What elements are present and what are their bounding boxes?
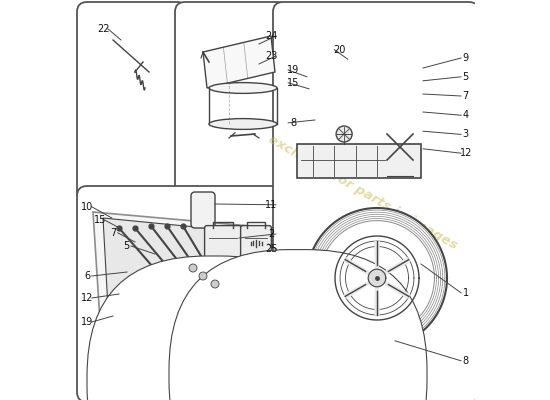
- Circle shape: [189, 264, 197, 272]
- Text: exclusive for parts in images: exclusive for parts in images: [266, 132, 460, 252]
- Text: 3: 3: [463, 129, 469, 139]
- Polygon shape: [375, 287, 379, 314]
- Text: 20: 20: [333, 45, 345, 55]
- Circle shape: [374, 367, 380, 373]
- Text: 25: 25: [265, 244, 277, 254]
- Text: 19: 19: [81, 317, 93, 327]
- Text: 9: 9: [463, 53, 469, 63]
- Polygon shape: [309, 210, 445, 346]
- Polygon shape: [307, 208, 447, 348]
- FancyBboxPatch shape: [77, 186, 287, 400]
- Text: 2: 2: [268, 229, 274, 239]
- Text: 24: 24: [265, 31, 277, 41]
- Text: 7: 7: [110, 228, 116, 238]
- Text: 8: 8: [463, 356, 469, 366]
- Text: 7: 7: [463, 91, 469, 101]
- Polygon shape: [335, 236, 419, 320]
- Polygon shape: [103, 218, 267, 366]
- Polygon shape: [384, 281, 410, 298]
- FancyBboxPatch shape: [273, 2, 479, 400]
- FancyBboxPatch shape: [205, 226, 241, 258]
- Text: 22: 22: [97, 24, 109, 34]
- FancyBboxPatch shape: [175, 2, 287, 202]
- FancyBboxPatch shape: [77, 2, 187, 202]
- Polygon shape: [314, 214, 441, 342]
- Ellipse shape: [209, 83, 277, 93]
- Polygon shape: [375, 242, 379, 269]
- Text: 5: 5: [463, 72, 469, 82]
- Text: 12: 12: [81, 293, 93, 303]
- Text: 1: 1: [463, 288, 469, 298]
- FancyBboxPatch shape: [87, 256, 341, 400]
- FancyBboxPatch shape: [240, 226, 271, 258]
- Circle shape: [336, 126, 352, 142]
- Polygon shape: [93, 212, 273, 374]
- Polygon shape: [311, 212, 443, 344]
- Circle shape: [211, 280, 219, 288]
- Polygon shape: [203, 36, 275, 88]
- Circle shape: [199, 272, 207, 280]
- Polygon shape: [297, 144, 421, 178]
- FancyBboxPatch shape: [169, 250, 427, 400]
- FancyBboxPatch shape: [191, 192, 215, 228]
- Circle shape: [186, 261, 200, 275]
- Text: 10: 10: [81, 202, 93, 212]
- Polygon shape: [344, 258, 370, 275]
- Text: 19: 19: [287, 65, 299, 75]
- Polygon shape: [317, 218, 437, 338]
- Polygon shape: [368, 269, 386, 287]
- Text: 15: 15: [94, 215, 106, 225]
- Ellipse shape: [209, 119, 277, 129]
- Text: 8: 8: [290, 118, 296, 128]
- Circle shape: [196, 269, 210, 283]
- Text: 12: 12: [460, 148, 472, 158]
- Text: 11: 11: [265, 200, 277, 210]
- Circle shape: [208, 277, 222, 291]
- Polygon shape: [384, 258, 410, 275]
- Polygon shape: [320, 221, 434, 335]
- Polygon shape: [315, 216, 438, 340]
- Polygon shape: [344, 281, 370, 298]
- Text: 15: 15: [287, 78, 299, 88]
- Text: 4: 4: [463, 110, 469, 120]
- Text: 23: 23: [265, 51, 277, 61]
- Text: 6: 6: [84, 271, 90, 281]
- Text: 5: 5: [123, 241, 129, 251]
